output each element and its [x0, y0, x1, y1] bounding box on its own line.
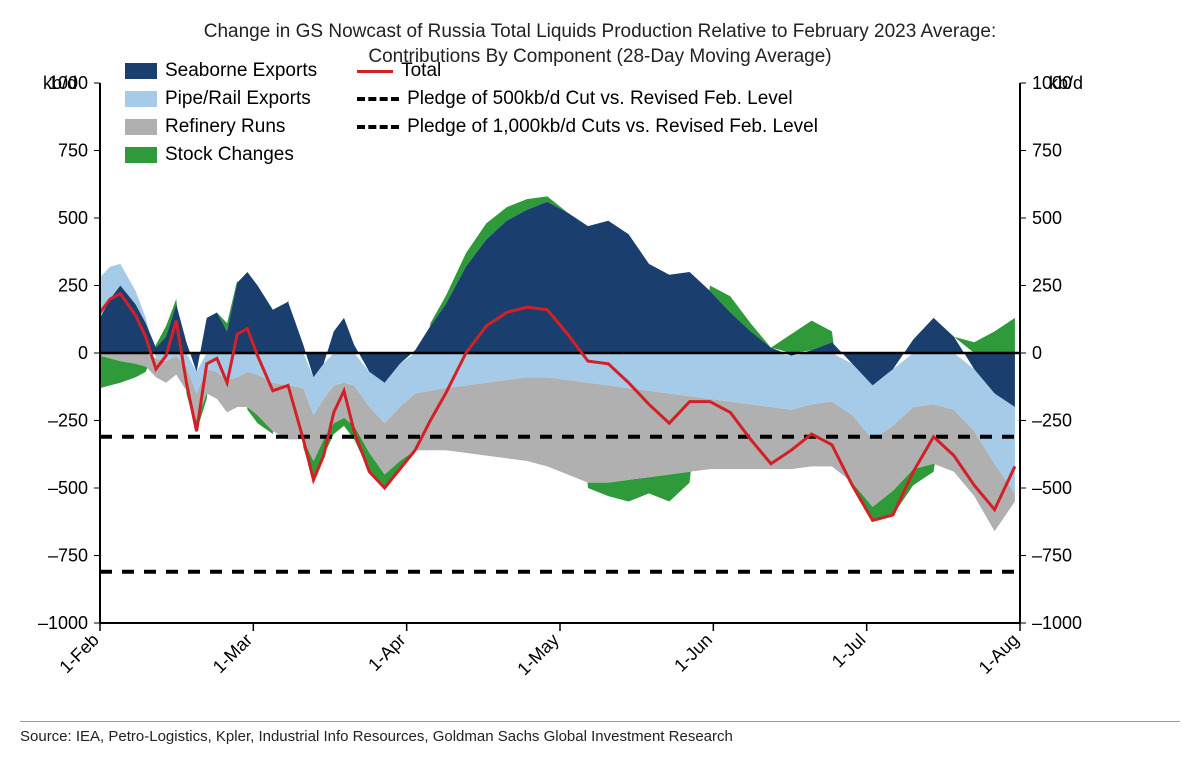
x-tick-label: 1-Jun [670, 630, 716, 676]
legend-item: Pledge of 1,000kb/d Cuts vs. Revised Feb… [357, 116, 818, 138]
y-tick-label: 250 [1032, 276, 1062, 296]
y-tick-label: 500 [1032, 208, 1062, 228]
x-tick-label: 1-Feb [55, 630, 102, 677]
y-tick-label: 0 [78, 343, 88, 363]
legend-line-swatch [357, 70, 393, 73]
legend-label: Pledge of 1,000kb/d Cuts vs. Revised Feb… [407, 116, 818, 138]
y-tick-label: 250 [58, 276, 88, 296]
x-tick-label: 1-Jul [828, 630, 870, 672]
y-tick-label: –1000 [1032, 613, 1082, 633]
legend-item: Refinery Runs [125, 116, 317, 138]
y-tick-label: –750 [1032, 546, 1072, 566]
y-tick-label: –500 [48, 478, 88, 498]
chart-svg: kb/dkb/d1000100075075050050025025000–250… [20, 73, 1100, 713]
legend-item: Stock Changes [125, 144, 317, 166]
y-tick-label: 0 [1032, 343, 1042, 363]
legend-item: Pledge of 500kb/d Cut vs. Revised Feb. L… [357, 88, 818, 110]
legend-label: Pledge of 500kb/d Cut vs. Revised Feb. L… [407, 88, 793, 110]
legend-label: Pipe/Rail Exports [165, 88, 311, 110]
chart-container: Change in GS Nowcast of Russia Total Liq… [20, 20, 1180, 745]
legend-label: Total [401, 60, 441, 82]
y-tick-label: 1000 [1032, 73, 1072, 93]
y-tick-label: –750 [48, 546, 88, 566]
legend-swatch [125, 63, 157, 79]
title-line-1: Change in GS Nowcast of Russia Total Liq… [204, 21, 996, 42]
legend-item: Seaborne Exports [125, 60, 317, 82]
y-tick-label: 1000 [48, 73, 88, 93]
x-tick-label: 1-Apr [364, 630, 409, 675]
legend: Seaborne Exports Pipe/Rail Exports Refiner… [125, 60, 818, 166]
legend-dash-swatch [357, 125, 399, 129]
legend-label: Seaborne Exports [165, 60, 317, 82]
legend-item: Total [357, 60, 818, 82]
x-tick-label: 1-Aug [975, 630, 1023, 678]
source-line: Source: IEA, Petro-Logistics, Kpler, Ind… [20, 721, 1180, 745]
legend-dash-swatch [357, 97, 399, 101]
legend-col-1: Seaborne Exports Pipe/Rail Exports Refiner… [125, 60, 317, 166]
legend-swatch [125, 91, 157, 107]
y-tick-label: –500 [1032, 478, 1072, 498]
legend-swatch [125, 119, 157, 135]
y-tick-label: 750 [58, 141, 88, 161]
y-tick-label: 500 [58, 208, 88, 228]
y-tick-label: –250 [1032, 411, 1072, 431]
y-tick-label: –1000 [38, 613, 88, 633]
y-tick-label: –250 [48, 411, 88, 431]
legend-item: Pipe/Rail Exports [125, 88, 317, 110]
legend-col-2: Total Pledge of 500kb/d Cut vs. Revised F… [357, 60, 818, 166]
x-tick-label: 1-May [513, 630, 563, 680]
y-tick-label: 750 [1032, 141, 1062, 161]
legend-label: Stock Changes [165, 144, 294, 166]
legend-swatch [125, 147, 157, 163]
legend-label: Refinery Runs [165, 116, 285, 138]
x-tick-label: 1-Mar [209, 630, 256, 677]
